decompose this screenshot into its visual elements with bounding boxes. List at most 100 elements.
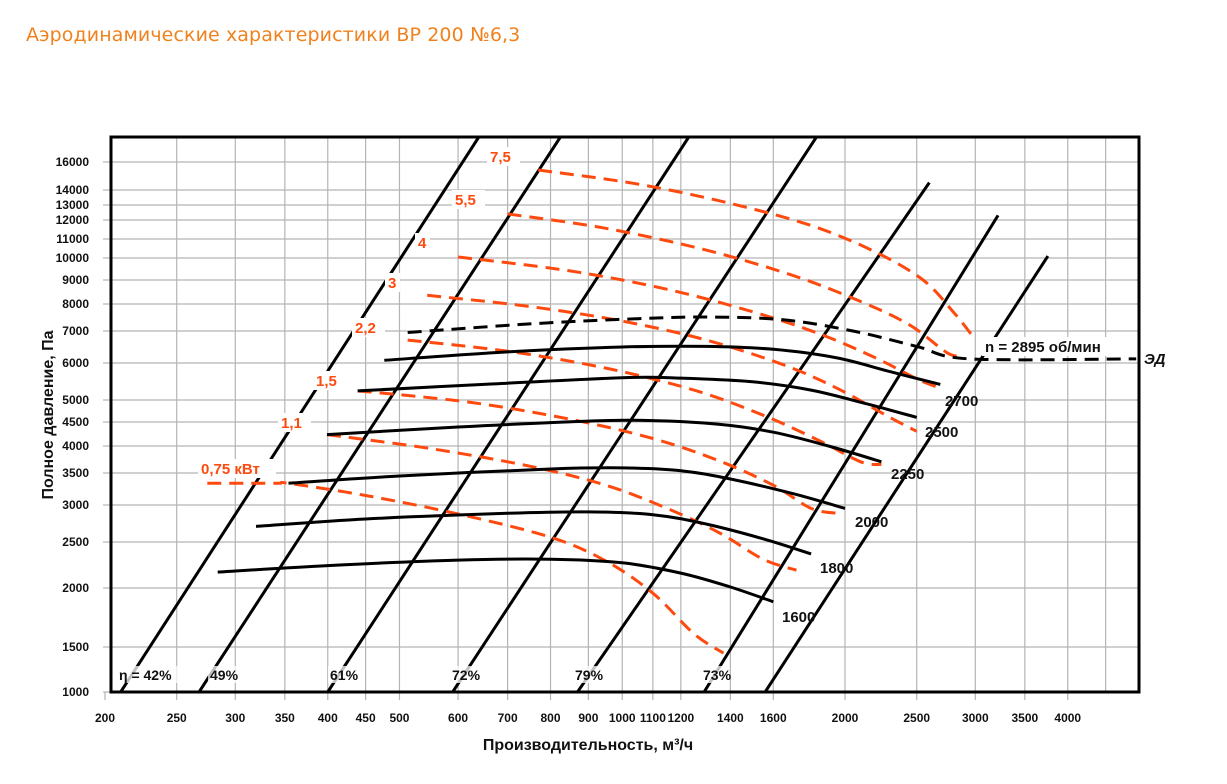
power-label-bg [278,413,311,432]
y-tick-label: 10000 [56,251,90,265]
y-tick-label: 8000 [62,297,89,311]
speed-curve [326,418,882,464]
motor-label: ЭД [1144,351,1166,368]
x-tick-label: 800 [541,711,561,725]
power-label: 7,5 [490,149,511,166]
efficiency-label: 79% [575,667,604,683]
speed-label: 1800 [820,560,853,577]
x-tick-label: 700 [498,711,518,725]
power-curve [427,293,918,433]
y-tick-label: 5000 [62,393,89,407]
efficiency-label-bg [208,666,237,683]
power-label: 4 [418,235,427,252]
x-tick-label: 1100 [640,711,666,725]
efficiency-line [576,181,931,692]
curves [119,137,1137,692]
chart-title: Аэродинамические характеристики ВР 200 №… [26,24,521,46]
motor-label-bg [1140,345,1180,369]
x-tick-label: 3500 [1011,711,1038,725]
efficiency-label-bg [450,666,479,683]
power-label-bg [352,318,385,337]
x-tick-label: 4000 [1054,711,1081,725]
power-curve [457,255,941,390]
power-label-bg [313,371,346,390]
efficiency-label-bg [117,666,179,683]
x-tick-label: 2000 [832,711,859,725]
y-tick-label: 4500 [62,415,89,429]
x-tick-label: 900 [578,711,598,725]
y-tick-label: 3000 [62,498,89,512]
efficiency-label-bg [328,666,357,683]
y-tick-label: 3500 [62,466,89,480]
y-tick-label: 1000 [62,685,89,699]
speed-label: 2250 [891,466,924,483]
x-tick-label: 600 [448,711,468,725]
efficiency-line [326,137,691,692]
y-tick-label: 1500 [62,640,89,654]
efficiency-line [763,255,1050,692]
efficiency-line [451,137,818,692]
power-label: 1,5 [316,373,337,390]
power-curve [357,389,839,515]
x-axis-label: Производительность, м³/ч [483,737,693,754]
x-tick-label: 300 [225,711,245,725]
efficiency-label: η = 42% [119,667,172,683]
power-label: 2,2 [355,320,376,337]
plot-frame [109,135,1141,694]
power-curve [537,168,973,335]
power-label-bg [385,273,400,292]
efficiency-label-bg [573,666,602,683]
power-curve [326,433,797,572]
y-tick-label: 16000 [56,155,90,169]
y-tick-label: 13000 [56,198,90,212]
power-label: 0,75 кВт [201,461,260,478]
y-tick-label: 2500 [62,535,89,549]
y-tick-label: 4000 [62,439,89,453]
speed-label: 2000 [855,514,888,531]
speed-curve [407,315,1137,362]
efficiency-line [197,137,562,692]
speed-curve [288,466,846,510]
power-curve [207,480,725,655]
efficiency-label: 49% [210,667,239,683]
y-tick-label: 14000 [56,183,90,197]
power-label: 1,1 [281,415,302,432]
speed-curve [357,375,918,419]
efficiency-label-bg [701,666,730,683]
power-label: 3 [388,275,396,292]
speed-curve [217,557,774,604]
power-label-bg [487,147,520,166]
x-tick-label: 500 [389,711,409,725]
labels: 200 250 300 350 400 450 500 600 700 800 900 1000 110… [56,147,1180,725]
x-tick-label: 450 [356,711,376,725]
x-tick-label: 200 [95,711,115,725]
x-tick-label: 1400 [717,711,744,725]
rpm-label-bg [982,337,1117,356]
efficiency-label: 73% [703,667,732,683]
efficiency-label: 72% [452,667,481,683]
x-tick-label: 3000 [962,711,989,725]
x-tick-label: 1200 [667,711,694,725]
power-label-bg [415,233,430,252]
x-tick-label: 400 [318,711,338,725]
y-tick-label: 7000 [62,324,89,338]
speed-label: 2700 [945,393,978,410]
x-tick-label: 2500 [903,711,930,725]
x-tick-label: 250 [167,711,187,725]
speed-label: n = 2895 об/мин [985,339,1101,356]
y-tick-label: 11000 [56,232,89,246]
efficiency-label: 61% [330,667,359,683]
power-label: 5,5 [455,192,476,209]
grid [103,137,1139,700]
speed-label: 1600 [782,609,815,626]
y-tick-label: 6000 [62,356,89,370]
y-tick-label: 9000 [62,273,89,287]
y-axis-label: Полное давление, Па [40,330,57,499]
speed-curve [255,510,812,556]
x-tick-label: 1600 [760,711,787,725]
power-label-bg [452,190,485,209]
power-curve [507,212,965,358]
x-tick-label: 1000 [609,711,636,725]
y-tick-label: 2000 [62,581,89,595]
